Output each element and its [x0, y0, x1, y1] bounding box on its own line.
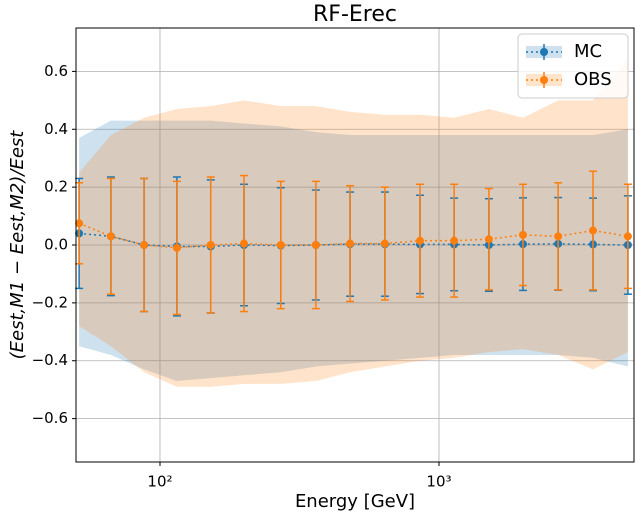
- legend-marker: [540, 76, 548, 84]
- y-axis-label: (Eest,M1 − Eest,M2)/Eest: [7, 130, 28, 360]
- marker: [276, 241, 285, 249]
- y-tick-label: 0.2: [44, 178, 68, 196]
- marker: [554, 232, 563, 241]
- marker: [623, 232, 632, 241]
- y-tick-label: −0.2: [32, 293, 68, 311]
- plot-frame: [75, 27, 635, 463]
- marker: [206, 241, 215, 249]
- marker: [239, 239, 248, 248]
- band: [79, 59, 628, 387]
- chart-title: RF-Erec: [313, 2, 397, 27]
- line: [78, 222, 629, 249]
- marker: [311, 241, 320, 249]
- marker: [140, 241, 149, 249]
- band: [79, 120, 628, 381]
- marker: [346, 239, 355, 248]
- y-tick-label: 0.6: [44, 62, 68, 80]
- marker: [416, 236, 425, 245]
- legend-label: MC: [574, 41, 602, 62]
- marker: [450, 236, 459, 245]
- y-tick-label: 0.0: [44, 236, 68, 254]
- y-tick-label: 0.4: [44, 120, 68, 138]
- y-tick-label: −0.6: [32, 409, 68, 427]
- x-tick-label: 10³: [426, 473, 451, 491]
- marker: [589, 226, 598, 235]
- legend-marker: [540, 48, 548, 56]
- marker: [484, 235, 493, 244]
- y-tick-label: −0.4: [32, 351, 68, 369]
- marker: [75, 219, 84, 228]
- marker: [380, 239, 389, 248]
- marker: [106, 232, 115, 241]
- marker: [518, 230, 527, 239]
- marker: [172, 243, 181, 252]
- legend-label: OBS: [574, 69, 612, 90]
- line: [79, 232, 628, 248]
- x-axis-label: Energy [GeV]: [295, 491, 415, 512]
- x-tick-label: 10²: [147, 473, 172, 491]
